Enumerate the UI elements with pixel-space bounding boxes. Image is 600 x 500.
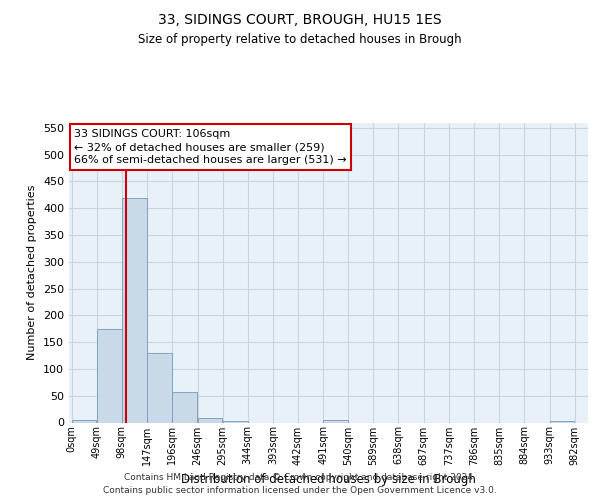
Text: Size of property relative to detached houses in Brough: Size of property relative to detached ho…: [138, 32, 462, 46]
Bar: [172, 392, 197, 422]
Bar: [323, 420, 348, 422]
Bar: [198, 418, 223, 422]
Bar: [72, 420, 97, 422]
Text: 33 SIDINGS COURT: 106sqm
← 32% of detached houses are smaller (259)
66% of semi-: 33 SIDINGS COURT: 106sqm ← 32% of detach…: [74, 129, 347, 166]
Y-axis label: Number of detached properties: Number of detached properties: [28, 185, 37, 360]
X-axis label: Distribution of detached houses by size in Brough: Distribution of detached houses by size …: [181, 473, 476, 486]
Text: 33, SIDINGS COURT, BROUGH, HU15 1ES: 33, SIDINGS COURT, BROUGH, HU15 1ES: [158, 12, 442, 26]
Text: Contains HM Land Registry data © Crown copyright and database right 2024.: Contains HM Land Registry data © Crown c…: [124, 472, 476, 482]
Bar: [147, 353, 172, 422]
Text: Contains public sector information licensed under the Open Government Licence v3: Contains public sector information licen…: [103, 486, 497, 495]
Bar: [97, 329, 122, 422]
Bar: [122, 198, 146, 422]
